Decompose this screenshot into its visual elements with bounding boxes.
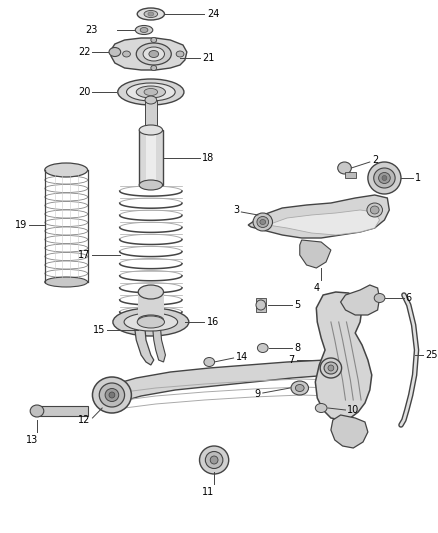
Ellipse shape (374, 294, 385, 303)
Ellipse shape (138, 315, 163, 325)
Ellipse shape (113, 308, 189, 336)
Ellipse shape (176, 51, 184, 57)
Ellipse shape (137, 316, 165, 328)
Text: 6: 6 (406, 293, 412, 303)
Ellipse shape (295, 384, 304, 392)
Polygon shape (331, 415, 368, 448)
Ellipse shape (99, 383, 124, 407)
Ellipse shape (338, 162, 351, 174)
Ellipse shape (368, 162, 401, 194)
Text: 11: 11 (202, 487, 214, 497)
Bar (345, 172, 356, 178)
Ellipse shape (315, 403, 327, 413)
Ellipse shape (124, 313, 178, 331)
Ellipse shape (30, 405, 44, 417)
Ellipse shape (135, 26, 153, 35)
Ellipse shape (137, 8, 165, 20)
Text: 18: 18 (202, 153, 215, 163)
Text: 20: 20 (78, 87, 91, 97)
Text: 15: 15 (93, 325, 105, 335)
Bar (146, 132, 156, 183)
Ellipse shape (151, 37, 157, 43)
Ellipse shape (139, 125, 162, 135)
Bar (138, 292, 163, 320)
Ellipse shape (378, 173, 390, 183)
Ellipse shape (143, 47, 165, 61)
Ellipse shape (118, 79, 184, 105)
Ellipse shape (324, 362, 338, 374)
Ellipse shape (367, 203, 382, 217)
Text: 3: 3 (233, 205, 240, 215)
Bar (256, 298, 266, 312)
Ellipse shape (256, 300, 266, 310)
Ellipse shape (144, 11, 158, 18)
Ellipse shape (200, 446, 229, 474)
Ellipse shape (374, 168, 395, 188)
Ellipse shape (109, 47, 121, 56)
Ellipse shape (253, 213, 272, 231)
Polygon shape (300, 240, 331, 268)
Bar (145, 100, 157, 130)
Ellipse shape (109, 392, 115, 398)
Text: 24: 24 (207, 9, 220, 19)
Text: 13: 13 (26, 435, 38, 445)
Ellipse shape (370, 206, 379, 214)
Polygon shape (268, 210, 380, 235)
Text: 5: 5 (294, 300, 300, 310)
Text: 1: 1 (415, 173, 421, 183)
Ellipse shape (138, 285, 163, 299)
Ellipse shape (258, 343, 268, 352)
Text: 8: 8 (294, 343, 300, 353)
Text: 21: 21 (202, 53, 215, 63)
Polygon shape (341, 285, 380, 315)
Ellipse shape (257, 216, 268, 228)
Ellipse shape (210, 456, 218, 464)
Ellipse shape (144, 88, 158, 95)
Text: 9: 9 (255, 389, 261, 399)
Ellipse shape (260, 220, 266, 224)
Bar (139, 130, 162, 185)
Polygon shape (133, 316, 154, 365)
Polygon shape (152, 316, 166, 362)
Text: 22: 22 (78, 47, 91, 57)
Polygon shape (315, 292, 372, 420)
Ellipse shape (328, 365, 334, 371)
Ellipse shape (204, 358, 215, 367)
Polygon shape (111, 38, 187, 70)
Ellipse shape (291, 381, 308, 395)
Ellipse shape (127, 83, 175, 101)
Ellipse shape (148, 12, 154, 16)
Ellipse shape (382, 175, 387, 181)
Text: 25: 25 (425, 350, 438, 360)
Ellipse shape (92, 377, 131, 413)
Ellipse shape (149, 51, 159, 58)
Ellipse shape (139, 180, 162, 190)
Ellipse shape (320, 358, 342, 378)
Text: 19: 19 (15, 220, 27, 230)
Ellipse shape (123, 51, 131, 57)
Text: 2: 2 (372, 155, 378, 165)
Ellipse shape (136, 43, 171, 65)
Ellipse shape (136, 86, 166, 98)
Bar (34, 406, 88, 416)
Text: 23: 23 (85, 25, 97, 35)
Polygon shape (105, 360, 339, 403)
Ellipse shape (140, 28, 148, 33)
Text: 16: 16 (207, 317, 219, 327)
Ellipse shape (45, 163, 88, 177)
Text: 7: 7 (289, 355, 295, 365)
Text: 10: 10 (347, 405, 360, 415)
Text: 17: 17 (78, 250, 91, 260)
Ellipse shape (45, 277, 88, 287)
Text: 12: 12 (78, 415, 91, 425)
Ellipse shape (145, 96, 157, 104)
Ellipse shape (105, 389, 119, 401)
Ellipse shape (151, 66, 157, 70)
Text: 14: 14 (236, 352, 248, 362)
Ellipse shape (205, 451, 223, 469)
Text: 4: 4 (313, 283, 319, 293)
Polygon shape (248, 195, 389, 238)
